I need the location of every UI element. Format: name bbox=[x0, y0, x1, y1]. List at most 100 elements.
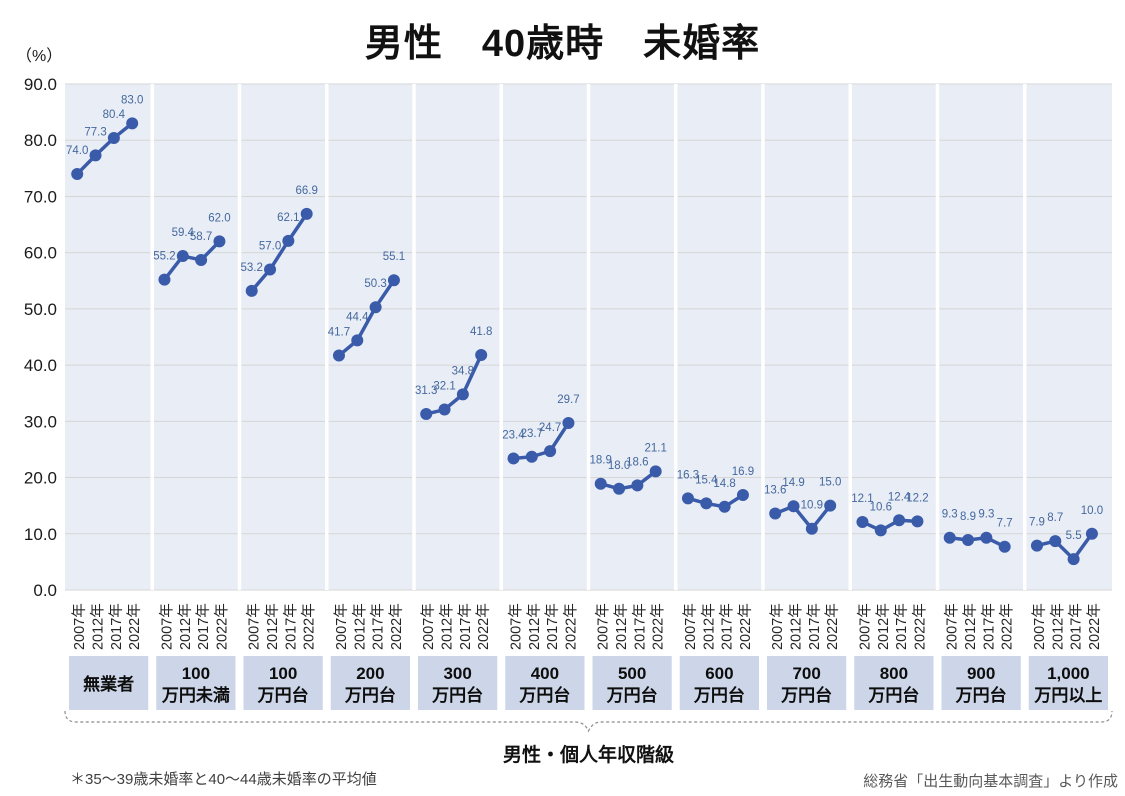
category-box bbox=[854, 656, 934, 710]
x-tick-year-label: 2007年 bbox=[71, 603, 88, 650]
x-tick-year-label: 2007年 bbox=[769, 603, 786, 650]
data-label: 8.9 bbox=[960, 511, 976, 523]
data-point bbox=[911, 515, 924, 528]
data-label: 16.9 bbox=[732, 466, 754, 478]
data-label: 74.0 bbox=[66, 145, 88, 157]
data-label: 10.9 bbox=[801, 500, 823, 512]
data-label: 23.4 bbox=[502, 429, 525, 441]
x-tick-year-label: 2007年 bbox=[1031, 603, 1048, 650]
category-box bbox=[592, 656, 672, 710]
series-line bbox=[424, 353, 483, 416]
data-point bbox=[980, 531, 993, 544]
source-credit: 総務省「出生動向基本調査」より作成 bbox=[863, 773, 1118, 790]
category-box bbox=[330, 656, 410, 710]
data-label: 9.3 bbox=[978, 509, 994, 521]
data-point bbox=[856, 515, 869, 528]
y-tick-label: 90.0 bbox=[24, 75, 57, 94]
data-point bbox=[736, 488, 749, 501]
data-label: 34.8 bbox=[452, 365, 474, 377]
data-point bbox=[1085, 527, 1098, 540]
y-tick-label: 50.0 bbox=[24, 300, 57, 319]
x-tick-year-label: 2022年 bbox=[737, 603, 754, 650]
series-line bbox=[511, 421, 571, 461]
data-label: 55.1 bbox=[383, 251, 405, 263]
x-tick-year-label: 2007年 bbox=[507, 603, 524, 650]
x-tick-year-label: 2007年 bbox=[856, 603, 873, 650]
x-tick-year-label: 2022年 bbox=[650, 603, 667, 650]
y-tick-label: 80.0 bbox=[24, 131, 57, 150]
category-label: 800 万円台 bbox=[867, 664, 919, 705]
data-label: 14.8 bbox=[713, 478, 735, 490]
data-point bbox=[507, 452, 520, 465]
category-label: 200 万円台 bbox=[344, 664, 396, 705]
data-label: 16.3 bbox=[677, 469, 699, 481]
y-tick-label: 70.0 bbox=[24, 187, 57, 206]
data-point bbox=[1049, 535, 1062, 548]
data-point bbox=[562, 417, 575, 430]
data-label: 31.3 bbox=[415, 385, 437, 397]
x-tick-year-label: 2022年 bbox=[911, 603, 928, 650]
x-tick-year-label: 2007年 bbox=[944, 603, 961, 650]
data-label: 24.7 bbox=[539, 422, 561, 434]
axis-brace bbox=[64, 710, 1113, 733]
y-tick-label: 60.0 bbox=[24, 244, 57, 263]
data-label: 12.2 bbox=[906, 492, 928, 504]
series-line bbox=[598, 469, 658, 491]
y-tick-label: 10.0 bbox=[24, 525, 57, 544]
footnote: ＊35〜39歳未婚率と40〜44歳未婚率の平均値 bbox=[70, 771, 377, 788]
data-point bbox=[544, 445, 557, 458]
y-axis-unit-label: （%） bbox=[16, 48, 63, 65]
x-tick-year-label: 2022年 bbox=[213, 603, 230, 650]
data-label: 14.9 bbox=[782, 477, 804, 489]
data-label: 44.4 bbox=[346, 311, 369, 323]
data-point bbox=[525, 450, 538, 463]
data-label: 18.6 bbox=[626, 456, 648, 468]
data-point bbox=[769, 507, 782, 520]
data-label: 18.0 bbox=[608, 460, 630, 472]
category-label: 900 万円台 bbox=[955, 664, 1007, 705]
x-tick-year-label: 2017年 bbox=[457, 603, 474, 650]
category-box bbox=[505, 656, 585, 710]
data-point bbox=[718, 500, 731, 513]
category-box bbox=[679, 656, 759, 710]
data-point bbox=[332, 349, 345, 362]
x-tick-year-label: 2017年 bbox=[980, 603, 997, 650]
x-tick-year-label: 2012年 bbox=[1049, 603, 1066, 650]
y-tick-label: 20.0 bbox=[24, 469, 57, 488]
x-tick-year-label: 2017年 bbox=[544, 603, 561, 650]
x-tick-year-label: 2017年 bbox=[631, 603, 648, 650]
data-point bbox=[594, 477, 607, 490]
category-box bbox=[69, 656, 149, 710]
data-label: 62.0 bbox=[208, 212, 230, 224]
x-tick-year-label: 2017年 bbox=[282, 603, 299, 650]
data-label: 41.8 bbox=[470, 326, 492, 338]
data-point bbox=[71, 167, 84, 180]
data-point bbox=[89, 149, 102, 162]
data-point bbox=[282, 234, 295, 247]
data-point bbox=[700, 497, 713, 510]
x-tick-year-label: 2012年 bbox=[439, 603, 456, 650]
category-label: 700 万円台 bbox=[780, 664, 832, 705]
x-tick-year-label: 2012年 bbox=[264, 603, 281, 650]
data-label: 12.1 bbox=[851, 493, 873, 505]
category-box bbox=[156, 656, 236, 710]
category-label: 500 万円台 bbox=[606, 664, 658, 705]
data-label: 12.4 bbox=[888, 491, 911, 503]
data-label: 66.9 bbox=[295, 185, 317, 197]
series-line bbox=[947, 535, 1007, 549]
data-point bbox=[998, 540, 1011, 553]
series-line bbox=[686, 493, 745, 509]
data-point bbox=[943, 531, 956, 544]
x-tick-year-label: 2022年 bbox=[1086, 603, 1103, 650]
x-tick-year-label: 2022年 bbox=[301, 603, 318, 650]
data-point bbox=[245, 284, 258, 297]
series-line bbox=[860, 518, 920, 533]
data-label: 83.0 bbox=[121, 94, 143, 106]
data-label: 21.1 bbox=[644, 442, 666, 454]
data-point bbox=[456, 388, 469, 401]
data-point bbox=[420, 408, 433, 421]
data-label: 15.4 bbox=[695, 474, 718, 486]
income-axis-title: 男性・個人年収階級 bbox=[502, 745, 674, 766]
data-label: 8.7 bbox=[1047, 512, 1063, 524]
